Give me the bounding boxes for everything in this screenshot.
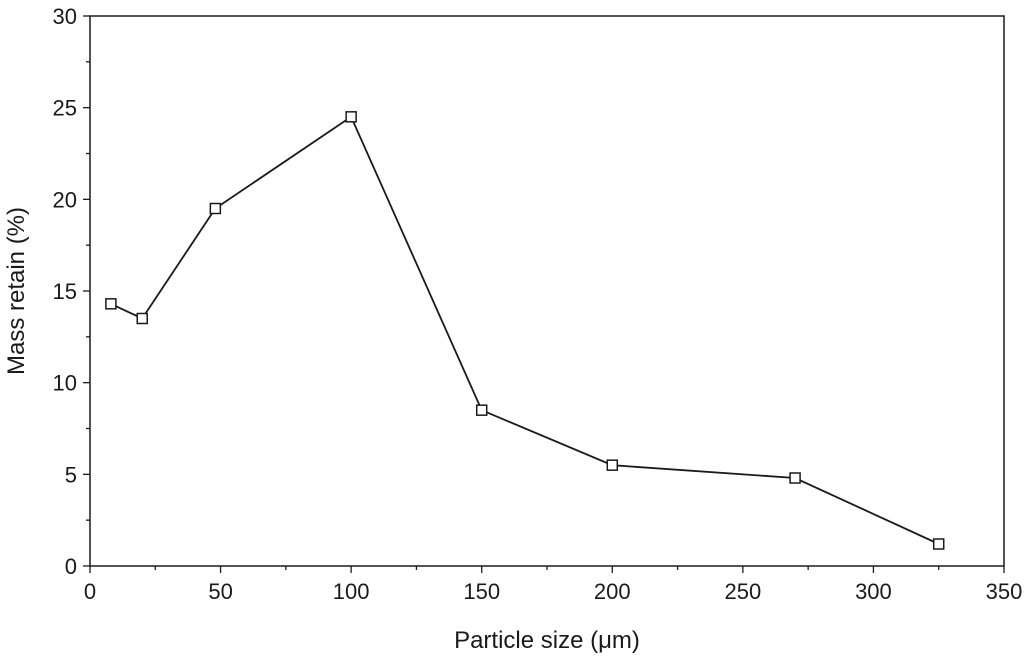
- y-axis-title: Mass retain (%): [3, 207, 30, 375]
- y-tick-label: 20: [53, 187, 77, 212]
- data-point-marker: [789, 472, 801, 484]
- data-point-marker: [136, 312, 148, 325]
- y-tick-label: 15: [53, 279, 77, 304]
- data-point-marker: [606, 459, 619, 471]
- x-tick-label: 0: [84, 579, 96, 604]
- data-point-marker: [345, 111, 357, 123]
- x-tick-label: 200: [594, 579, 631, 604]
- data-point-marker: [475, 404, 488, 416]
- x-tick-label: 100: [333, 579, 370, 604]
- x-tick-label: 300: [855, 579, 892, 604]
- y-tick-label: 30: [53, 4, 77, 29]
- y-axis: 0 5 10 15 20 25 30: [53, 4, 90, 579]
- plot-border: [89, 15, 1005, 567]
- x-tick-label: 150: [463, 579, 500, 604]
- x-tick-label: 50: [208, 579, 232, 604]
- x-tick-label: 350: [986, 579, 1023, 604]
- x-axis: 0 50 100 150 200 250 300 350: [84, 566, 1022, 604]
- y-tick-label: 0: [65, 554, 77, 579]
- data-point-marker: [209, 202, 222, 215]
- y-tick-label: 5: [65, 462, 77, 487]
- series-line: [110, 115, 940, 545]
- x-axis-title: Particle size (μm): [454, 627, 640, 654]
- y-tick-label: 10: [53, 371, 77, 396]
- data-point-marker: [932, 538, 945, 550]
- series-layer: [105, 111, 945, 550]
- plot-frame: [89, 15, 1005, 567]
- x-tick-label: 250: [724, 579, 761, 604]
- y-tick-label: 25: [53, 96, 77, 121]
- data-point-marker: [105, 298, 117, 310]
